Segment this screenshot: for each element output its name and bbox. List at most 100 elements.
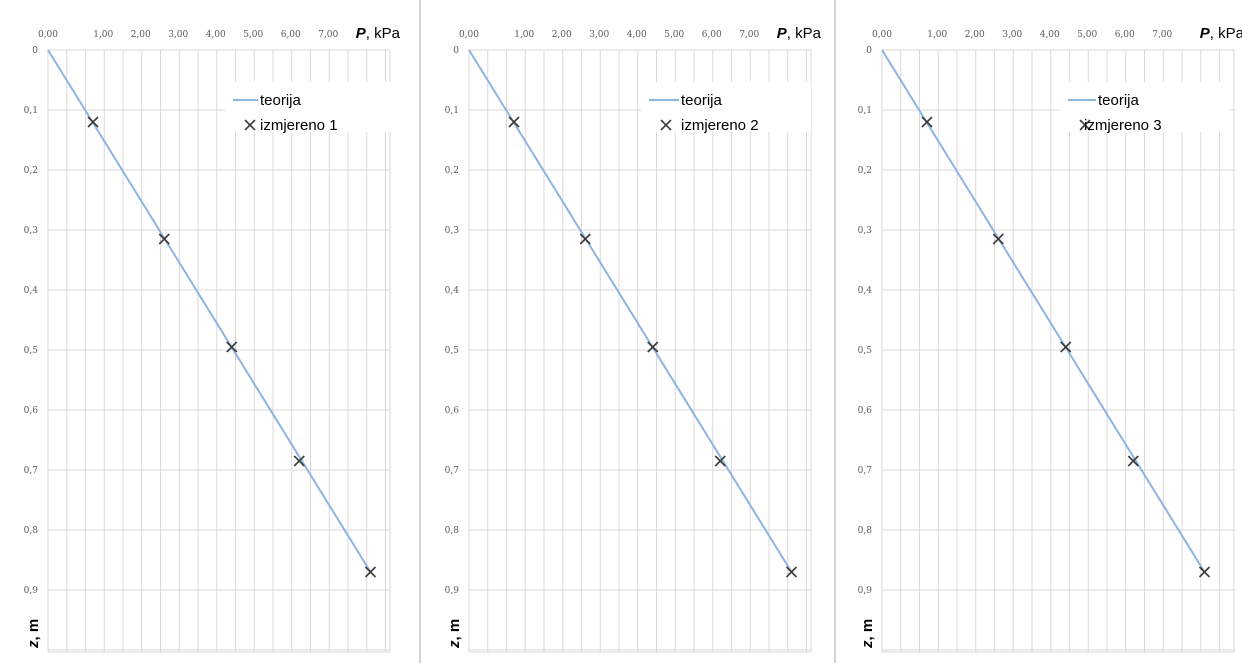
legend: teorija izmjereno 1 bbox=[225, 82, 395, 134]
y-axis-unit: m bbox=[25, 619, 42, 632]
y-tick-label: 0 bbox=[866, 46, 872, 56]
panel-divider-1 bbox=[419, 0, 421, 663]
x-tick-label: 6,00 bbox=[1115, 30, 1135, 40]
marker-stroke bbox=[158, 233, 170, 245]
marker-stroke bbox=[785, 566, 798, 578]
data-point-marker bbox=[714, 455, 726, 467]
marker-stroke bbox=[714, 455, 726, 467]
y-tick-label: 0,2 bbox=[858, 166, 872, 176]
y-axis-separator: , bbox=[25, 632, 42, 640]
chart-panel-3: 0,00 1,00 2,00 3,00 4,00 5,00 6,00 7,00 P, kPa 0 0… bbox=[836, 0, 1242, 663]
legend: teorija izmjereno 3 bbox=[1060, 82, 1230, 134]
y-axis-label: z, m bbox=[859, 619, 876, 649]
x-tick-label: 2,00 bbox=[131, 30, 151, 40]
marker-stroke bbox=[579, 233, 591, 245]
plot-area bbox=[47, 49, 391, 653]
chart-svg-2: 0,00 1,00 2,00 3,00 4,00 5,00 6,00 7,00 P, kPa 0 0… bbox=[445, 25, 822, 653]
y-axis-separator: , bbox=[446, 632, 463, 640]
y-tick-label: 0,8 bbox=[24, 526, 39, 536]
marker-stroke bbox=[508, 116, 520, 128]
y-tick-label: 0,3 bbox=[445, 226, 460, 236]
x-axis-symbol: P bbox=[777, 25, 788, 42]
y-axis-unit: m bbox=[859, 619, 876, 632]
y-tick-label: 0,7 bbox=[445, 466, 460, 476]
data-point-marker bbox=[579, 233, 591, 245]
y-tick-label: 0,4 bbox=[24, 286, 39, 296]
marker-stroke bbox=[293, 455, 305, 467]
y-axis-label: z, m bbox=[446, 619, 463, 649]
x-tick-label: 4,00 bbox=[627, 30, 647, 40]
x-axis-separator: , bbox=[1210, 25, 1218, 42]
marker-stroke bbox=[1127, 455, 1139, 467]
series-line-teorija bbox=[47, 49, 372, 573]
y-tick-label: 0,5 bbox=[445, 346, 460, 356]
marker-stroke bbox=[647, 341, 659, 353]
chart-panel-1: 0,00 1,00 2,00 3,00 4,00 5,00 6,00 7,00 P, kPa 0 0… bbox=[0, 0, 418, 663]
x-tick-label: 3,00 bbox=[589, 30, 609, 40]
y-tick-label: 0,1 bbox=[858, 106, 872, 116]
data-point-marker bbox=[1198, 566, 1211, 578]
chart-svg-3: 0,00 1,00 2,00 3,00 4,00 5,00 6,00 7,00 P, kPa 0 0… bbox=[858, 25, 1242, 653]
x-axis-separator: , bbox=[366, 25, 374, 42]
x-axis-separator: , bbox=[787, 25, 795, 42]
y-tick-label: 0,2 bbox=[445, 166, 459, 176]
marker-stroke bbox=[992, 233, 1004, 245]
y-tick-label: 0,1 bbox=[445, 106, 459, 116]
x-axis-unit: kPa bbox=[1218, 25, 1242, 42]
plot-area bbox=[881, 49, 1235, 653]
x-axis-symbol: P bbox=[356, 25, 367, 42]
marker-stroke bbox=[1198, 566, 1211, 578]
data-point-marker bbox=[508, 116, 520, 128]
x-tick-label: 5,00 bbox=[664, 30, 684, 40]
y-tick-label: 0,8 bbox=[445, 526, 460, 536]
marker-stroke bbox=[87, 116, 99, 128]
legend-label-izmjereno: izmjereno 3 bbox=[1084, 117, 1162, 134]
legend-label-izmjereno: izmjereno 2 bbox=[681, 117, 759, 134]
x-axis-symbol: P bbox=[1200, 25, 1211, 42]
y-axis-symbol: z bbox=[446, 640, 463, 649]
legend-background bbox=[225, 82, 395, 132]
x-tick-label: 2,00 bbox=[965, 30, 985, 40]
y-tick-label: 0,9 bbox=[24, 586, 39, 596]
y-tick-label: 0,9 bbox=[445, 586, 460, 596]
legend-label-teorija: teorija bbox=[1098, 92, 1140, 109]
x-axis-label: P, kPa bbox=[356, 25, 401, 42]
marker-stroke bbox=[660, 119, 672, 131]
y-tick-label: 0,2 bbox=[24, 166, 38, 176]
grid-lines bbox=[468, 49, 811, 652]
data-point-marker bbox=[1127, 455, 1139, 467]
y-axis-symbol: z bbox=[859, 640, 876, 649]
marker-stroke bbox=[364, 566, 377, 578]
chart-panel-2: 0,00 1,00 2,00 3,00 4,00 5,00 6,00 7,00 P, kPa 0 0… bbox=[421, 0, 833, 663]
x-axis-unit: kPa bbox=[795, 25, 822, 42]
x-tick-label: 3,00 bbox=[1002, 30, 1022, 40]
data-point-marker bbox=[226, 341, 238, 353]
legend: teorija izmjereno 2 bbox=[641, 82, 811, 134]
data-point-marker bbox=[293, 455, 305, 467]
marker-stroke bbox=[1079, 119, 1091, 131]
legend-marker-swatch bbox=[660, 119, 672, 131]
y-tick-label: 0,1 bbox=[24, 106, 38, 116]
x-tick-label: 7,00 bbox=[1152, 30, 1172, 40]
marker-stroke bbox=[1060, 341, 1072, 353]
x-axis-label: P, kPa bbox=[1200, 25, 1242, 42]
legend-marker-swatch bbox=[244, 119, 256, 131]
panel-divider-2 bbox=[834, 0, 836, 663]
data-point-marker bbox=[785, 566, 798, 578]
y-tick-label: 0,5 bbox=[24, 346, 39, 356]
grid-lines bbox=[881, 49, 1234, 652]
y-tick-label: 0,3 bbox=[858, 226, 873, 236]
x-tick-label: 6,00 bbox=[281, 30, 301, 40]
data-point-marker bbox=[87, 116, 99, 128]
x-tick-label: 0,00 bbox=[872, 30, 892, 40]
y-tick-label: 0,6 bbox=[24, 406, 39, 416]
legend-background bbox=[641, 82, 811, 132]
x-tick-label: 4,00 bbox=[206, 30, 226, 40]
x-tick-label: 7,00 bbox=[318, 30, 338, 40]
x-tick-label: 7,00 bbox=[739, 30, 759, 40]
y-tick-label: 0,8 bbox=[858, 526, 873, 536]
x-tick-label: 6,00 bbox=[702, 30, 722, 40]
y-axis-symbol: z bbox=[25, 640, 42, 649]
series-line-teorija bbox=[881, 49, 1206, 573]
data-point-marker bbox=[647, 341, 659, 353]
